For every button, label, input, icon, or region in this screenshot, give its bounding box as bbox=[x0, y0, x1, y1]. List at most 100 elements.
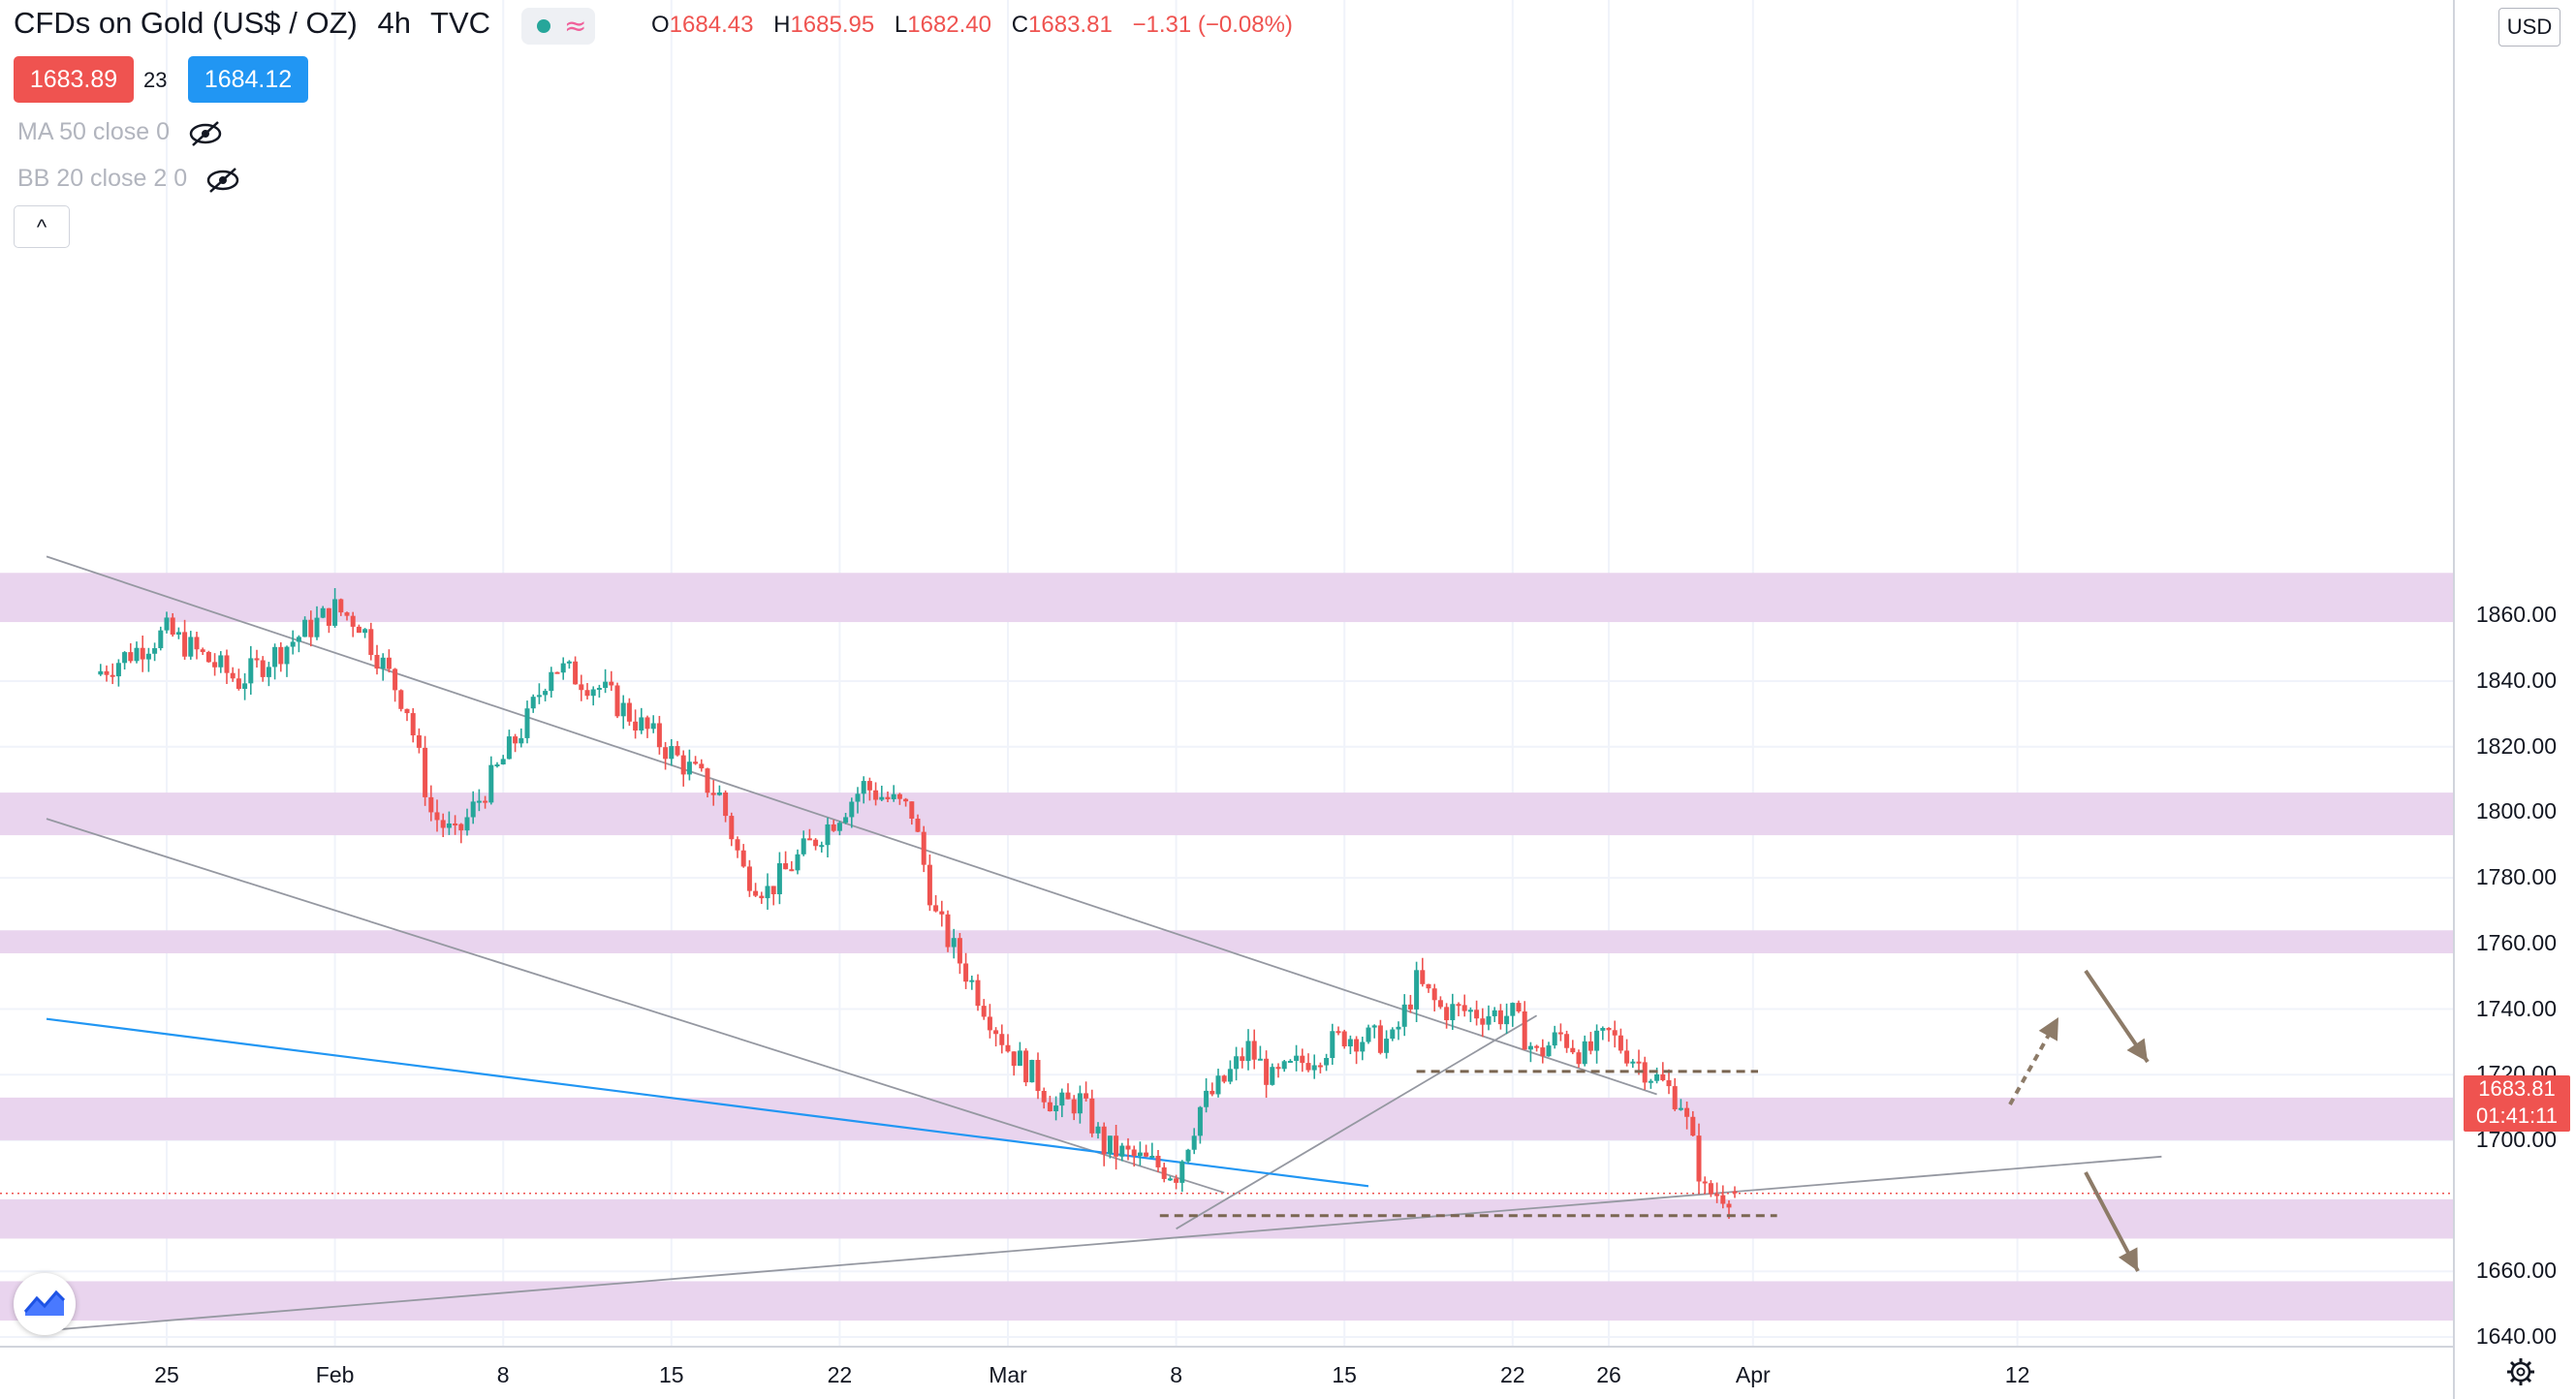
symbol-name[interactable]: CFDs on Gold (US$ / OZ) bbox=[14, 6, 358, 40]
candle-body bbox=[1480, 1018, 1486, 1025]
candle-body bbox=[987, 1016, 992, 1031]
candle-body bbox=[1149, 1155, 1155, 1158]
candle-body bbox=[1035, 1060, 1041, 1091]
candle-body bbox=[453, 823, 458, 825]
candle-body bbox=[579, 684, 584, 691]
candle-body bbox=[1546, 1045, 1552, 1057]
candle-body bbox=[735, 839, 740, 851]
candle-body bbox=[969, 979, 975, 982]
candle-body bbox=[1582, 1041, 1587, 1065]
candle-body bbox=[981, 1006, 987, 1017]
tradingview-logo[interactable] bbox=[14, 1273, 76, 1335]
candle-body bbox=[332, 599, 338, 626]
candle-body bbox=[1384, 1039, 1390, 1053]
candle-body bbox=[915, 818, 921, 832]
candle-body bbox=[1179, 1161, 1185, 1183]
candle-body bbox=[110, 674, 115, 677]
eye-hidden-icon[interactable] bbox=[188, 120, 223, 147]
candle-body bbox=[560, 663, 566, 673]
time-axis-label: 25 bbox=[154, 1362, 179, 1387]
indicator-bb-legend[interactable]: BB 20 close 2 0 bbox=[17, 165, 187, 193]
change-value: −1.31 (−0.08%) bbox=[1132, 12, 1293, 38]
candle-body bbox=[1702, 1181, 1708, 1184]
candle-body bbox=[1510, 1003, 1516, 1016]
buy-button[interactable]: 1684.12 bbox=[188, 56, 308, 103]
candle-body bbox=[1240, 1056, 1245, 1062]
candle-body bbox=[849, 801, 855, 818]
ohlc-readout: O1684.43 H1685.95 L1682.40 C1683.81 −1.3… bbox=[651, 12, 1293, 38]
candle-body bbox=[866, 781, 872, 791]
candle-body bbox=[494, 764, 500, 767]
candle-body bbox=[423, 747, 428, 797]
candle-body bbox=[1648, 1080, 1653, 1083]
candle-body bbox=[326, 607, 331, 626]
candle-body bbox=[1281, 1061, 1287, 1070]
indicator-ma-label: MA 50 close 0 bbox=[17, 118, 171, 145]
candle-body bbox=[843, 817, 849, 824]
candle-body bbox=[1714, 1194, 1720, 1197]
settings-gear-icon[interactable] bbox=[2505, 1356, 2536, 1387]
candle-body bbox=[164, 617, 170, 631]
candle-body bbox=[1366, 1027, 1371, 1042]
candle-body bbox=[879, 796, 885, 800]
indicator-ma-legend[interactable]: MA 50 close 0 bbox=[17, 118, 170, 146]
currency-label[interactable]: USD bbox=[2498, 8, 2560, 47]
collapse-legend-button[interactable]: ^ bbox=[14, 205, 70, 248]
candle-body bbox=[1570, 1047, 1576, 1053]
candle-body bbox=[686, 762, 692, 775]
candle-body bbox=[128, 652, 134, 662]
candle-body bbox=[236, 678, 241, 690]
candle-body bbox=[783, 863, 789, 870]
candle-body bbox=[861, 781, 866, 794]
candle-body bbox=[1540, 1047, 1546, 1057]
market-status-pill[interactable]: ≈ bbox=[521, 8, 595, 45]
candle-body bbox=[1234, 1056, 1240, 1070]
candle-body bbox=[1672, 1086, 1678, 1110]
interval-label[interactable]: 4h bbox=[377, 6, 411, 40]
chart-title[interactable]: CFDs on Gold (US$ / OZ) 4h TVC bbox=[14, 6, 502, 41]
candle-body bbox=[896, 793, 902, 799]
candle-body bbox=[266, 667, 271, 677]
candle-body bbox=[1426, 983, 1431, 989]
candle-body bbox=[1684, 1107, 1690, 1117]
candle-body bbox=[716, 792, 722, 795]
candle-body bbox=[729, 816, 735, 840]
candle-body bbox=[705, 768, 710, 793]
time-axis-label: 22 bbox=[827, 1362, 853, 1387]
candle-body bbox=[242, 683, 248, 690]
candle-body bbox=[1696, 1135, 1702, 1182]
candle-body bbox=[1294, 1055, 1300, 1061]
eye-hidden-icon[interactable] bbox=[205, 167, 240, 194]
candle-body bbox=[1390, 1029, 1396, 1040]
candle-body bbox=[836, 823, 842, 831]
candle-body bbox=[170, 617, 175, 636]
candle-body bbox=[1204, 1090, 1209, 1107]
candle-body bbox=[1642, 1062, 1648, 1083]
candle-body bbox=[1270, 1067, 1275, 1085]
candle-body bbox=[344, 612, 350, 616]
sell-button[interactable]: 1683.89 bbox=[14, 56, 134, 103]
candle-body bbox=[699, 763, 705, 769]
time-axis-label: 8 bbox=[1170, 1362, 1182, 1387]
time-axis-label: 15 bbox=[659, 1362, 684, 1387]
source-label: TVC bbox=[430, 6, 491, 40]
candle-body bbox=[290, 641, 296, 647]
candle-body bbox=[1275, 1067, 1281, 1070]
candle-body bbox=[1023, 1050, 1029, 1083]
price-axis-label: 1820.00 bbox=[2475, 732, 2557, 759]
candle-body bbox=[1287, 1060, 1293, 1063]
time-axis-label: Apr bbox=[1735, 1362, 1771, 1387]
candle-body bbox=[158, 630, 164, 649]
candle-body bbox=[1209, 1090, 1215, 1095]
candle-body bbox=[1497, 1010, 1503, 1025]
candle-body bbox=[590, 689, 596, 697]
candle-body bbox=[1557, 1032, 1563, 1035]
candle-body bbox=[1311, 1065, 1317, 1071]
candle-body bbox=[566, 661, 572, 664]
candle-body bbox=[218, 655, 224, 668]
candle-body bbox=[188, 637, 194, 657]
candle-body bbox=[909, 801, 915, 819]
candle-body bbox=[596, 688, 602, 691]
candle-body bbox=[314, 617, 320, 637]
